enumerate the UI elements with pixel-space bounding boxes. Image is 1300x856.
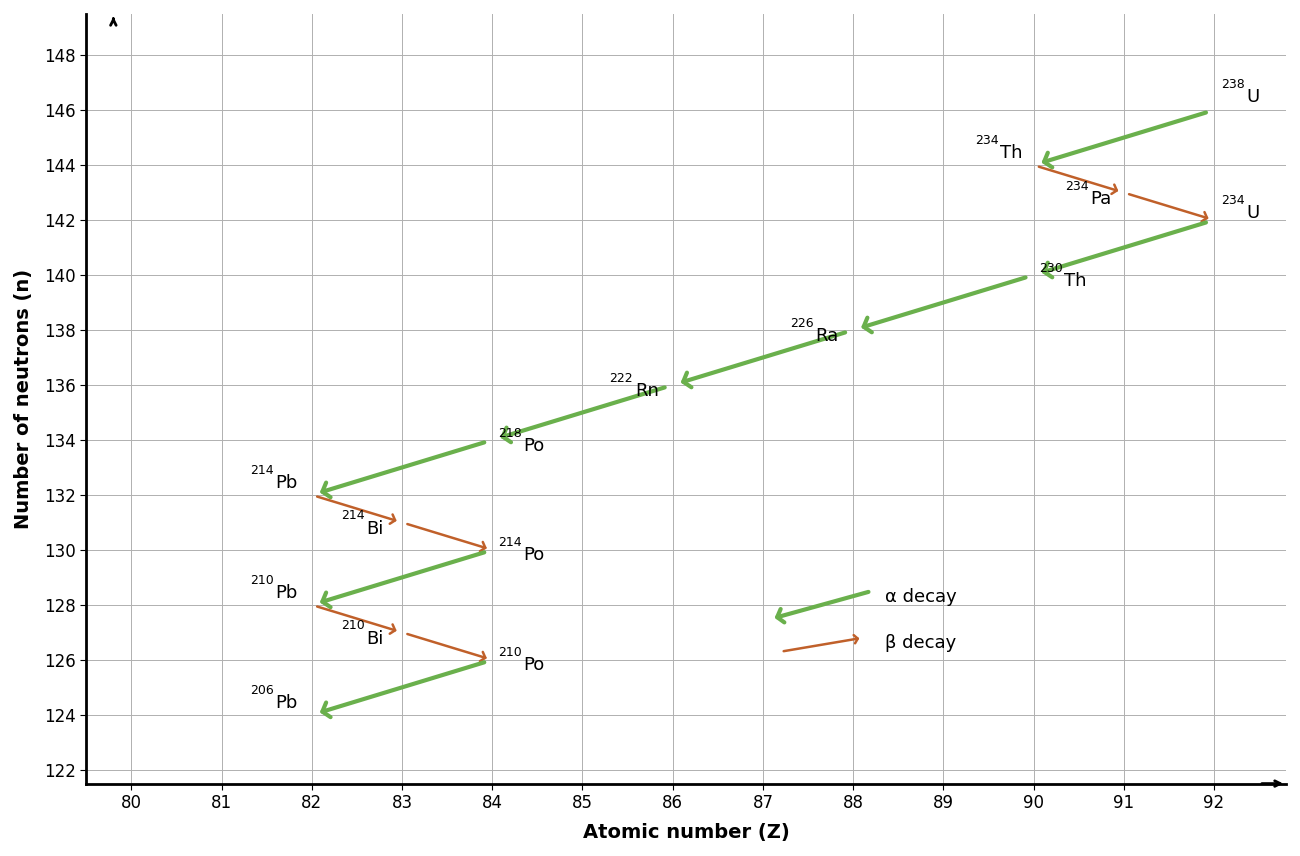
Text: 234: 234: [1065, 180, 1088, 193]
Text: Po: Po: [523, 437, 545, 455]
Text: 234: 234: [975, 134, 998, 146]
Text: 214: 214: [251, 464, 274, 477]
Text: α decay: α decay: [885, 588, 957, 606]
Text: 214: 214: [341, 509, 364, 522]
Text: 218: 218: [498, 427, 521, 440]
Text: 238: 238: [1221, 78, 1245, 91]
Text: Pb: Pb: [276, 584, 298, 602]
Text: Ra: Ra: [815, 327, 838, 345]
Text: Pb: Pb: [276, 474, 298, 492]
X-axis label: Atomic number (Z): Atomic number (Z): [582, 823, 789, 842]
Text: 210: 210: [251, 574, 274, 587]
Text: Po: Po: [523, 545, 545, 563]
Text: 226: 226: [790, 317, 814, 330]
Text: 230: 230: [1039, 262, 1062, 275]
Text: 210: 210: [341, 620, 364, 633]
Text: 210: 210: [498, 645, 521, 658]
Text: U: U: [1247, 205, 1260, 223]
Text: Rn: Rn: [634, 382, 659, 400]
Text: 214: 214: [498, 536, 521, 549]
Text: Bi: Bi: [365, 520, 383, 538]
Text: β decay: β decay: [885, 634, 956, 652]
Text: Pb: Pb: [276, 694, 298, 712]
Text: Bi: Bi: [365, 629, 383, 647]
Text: Th: Th: [1065, 272, 1087, 290]
Text: 234: 234: [1221, 194, 1245, 207]
Y-axis label: Number of neutrons (n): Number of neutrons (n): [14, 269, 32, 529]
Text: Th: Th: [1000, 144, 1023, 162]
Text: Po: Po: [523, 656, 545, 674]
Text: U: U: [1247, 88, 1260, 106]
Text: Pa: Pa: [1091, 190, 1112, 208]
Text: 206: 206: [251, 684, 274, 697]
Text: 222: 222: [610, 372, 633, 385]
